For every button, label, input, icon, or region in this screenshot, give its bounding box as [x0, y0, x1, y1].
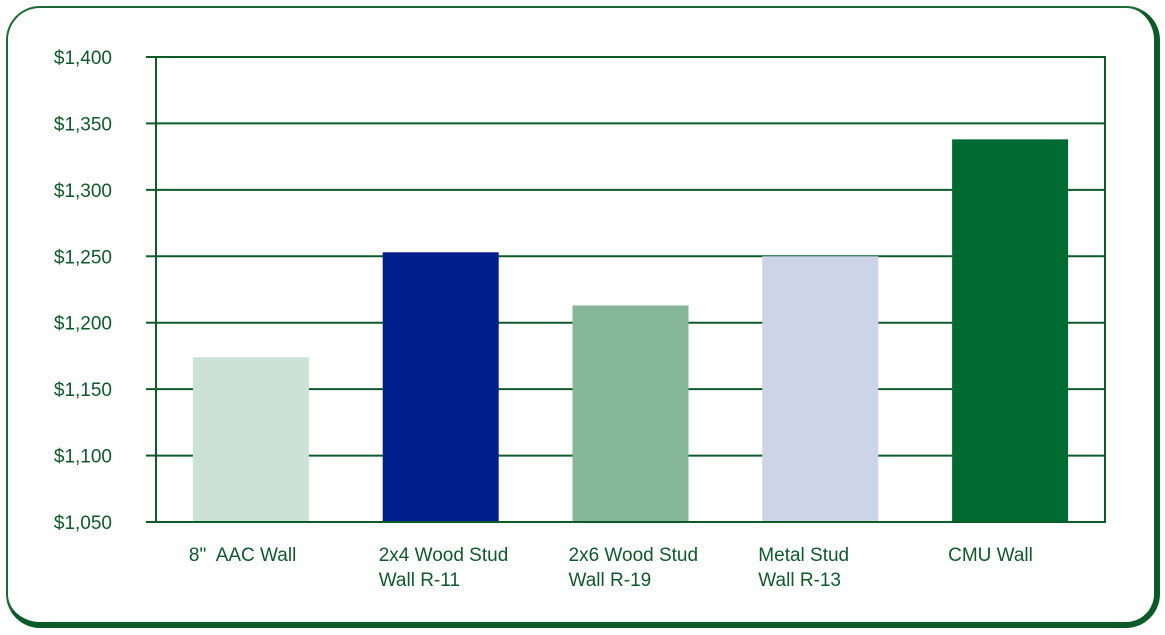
y-axis-tick-labels: $1,050 $1,100 $1,150 $1,200 $1,250 $1,300 $1,3… — [54, 48, 112, 534]
bar — [192, 357, 309, 522]
y-tick-label: $1,250 — [54, 247, 112, 268]
x-category-label: 8" AAC Wall — [189, 545, 296, 566]
y-tick-label: $1,350 — [54, 114, 112, 135]
x-axis-category-labels: 8" AAC Wall 2x4 Wood Stud Wall R-11 2x6 Woo… — [189, 545, 1033, 591]
y-tick-label: $1,150 — [54, 380, 112, 401]
x-category-label: 2x4 Wood Stud Wall R-11 — [379, 545, 509, 591]
bar — [762, 256, 879, 522]
bar — [952, 139, 1069, 522]
x-category-label: Metal Stud Wall R-13 — [758, 545, 849, 591]
bars — [192, 139, 1069, 523]
y-tick-label: $1,200 — [54, 314, 112, 335]
y-tick-label: $1,050 — [54, 513, 112, 534]
y-tick-label: $1,300 — [54, 181, 112, 202]
y-tick-label: $1,100 — [54, 447, 112, 468]
x-category-label: 2x6 Wood Stud Wall R-19 — [569, 545, 699, 591]
x-category-label: CMU Wall — [948, 545, 1033, 566]
bar — [382, 252, 499, 523]
plot-area-border — [155, 56, 1106, 523]
bar — [572, 305, 689, 522]
y-tick-label: $1,400 — [54, 48, 112, 69]
